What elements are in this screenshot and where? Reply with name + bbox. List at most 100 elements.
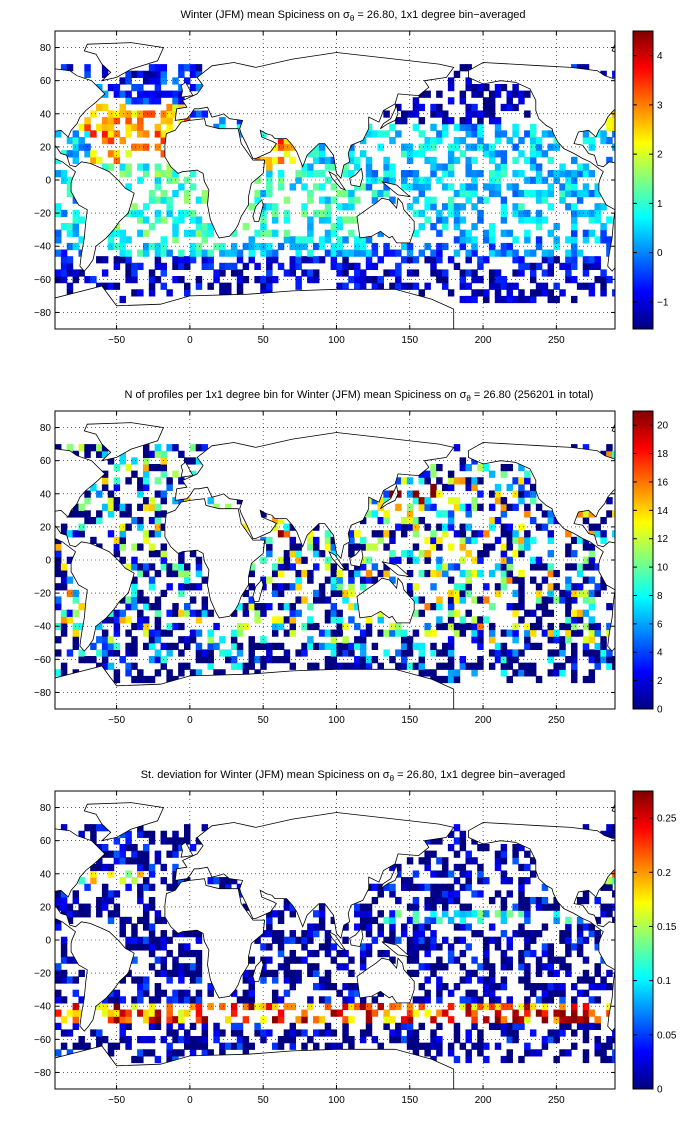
- data-cell: [430, 850, 437, 858]
- data-cell: [465, 550, 472, 558]
- data-cell: [377, 229, 384, 237]
- data-cell: [553, 596, 560, 604]
- data-cell: [348, 583, 355, 591]
- data-cell: [189, 1036, 197, 1044]
- data-cell: [107, 136, 115, 145]
- data-cell: [195, 969, 203, 978]
- data-cell: [377, 530, 384, 538]
- data-cell: [535, 236, 543, 244]
- data-cell: [195, 249, 203, 257]
- data-cell: [582, 516, 590, 525]
- data-cell: [524, 877, 531, 885]
- data-cell: [137, 830, 144, 838]
- data-cell: [500, 576, 508, 584]
- data-cell: [430, 963, 437, 971]
- data-cell: [395, 910, 402, 918]
- data-cell: [594, 1042, 601, 1050]
- data-cell: [330, 1042, 338, 1050]
- data-cell: [459, 295, 467, 304]
- data-cell: [178, 930, 185, 938]
- data-cell: [336, 249, 343, 257]
- data-cell: [137, 123, 144, 131]
- data-cell: [137, 622, 144, 631]
- data-cell: [55, 996, 62, 1004]
- data-cell: [559, 196, 566, 204]
- data-cell: [131, 596, 138, 604]
- data-cell: [371, 936, 379, 944]
- data-cell: [84, 450, 91, 458]
- data-cell: [383, 1009, 390, 1017]
- data-cell: [377, 662, 384, 670]
- data-cell: [154, 242, 162, 251]
- data-cell: [395, 477, 402, 485]
- data-cell: [371, 576, 379, 584]
- data-cell: [418, 189, 426, 198]
- data-cell: [354, 656, 361, 664]
- data-cell: [483, 236, 490, 244]
- data-cell: [142, 903, 150, 911]
- data-cell: [471, 143, 478, 151]
- data-cell: [371, 1036, 379, 1044]
- data-cell: [477, 130, 484, 138]
- data-cell: [324, 1022, 332, 1030]
- data-cell: [137, 97, 144, 105]
- data-cell: [289, 629, 297, 637]
- data-cell: [442, 910, 449, 918]
- data-cell: [154, 656, 162, 664]
- data-cell: [55, 916, 62, 925]
- data-cell: [137, 857, 144, 865]
- data-cell: [172, 609, 179, 617]
- data-cell: [365, 1002, 373, 1011]
- data-cell: [277, 1009, 285, 1017]
- data-cell: [541, 883, 549, 891]
- data-cell: [571, 642, 578, 650]
- data-cell: [418, 656, 426, 664]
- data-cell: [524, 236, 531, 244]
- data-cell: [330, 916, 338, 925]
- data-cell: [201, 609, 209, 617]
- data-cell: [354, 276, 361, 284]
- data-cell: [307, 269, 314, 277]
- data-cell: [365, 510, 373, 518]
- data-cell: [142, 1009, 150, 1017]
- data-cell: [101, 444, 109, 452]
- data-cell: [242, 969, 250, 978]
- data-cell: [236, 256, 244, 264]
- x-tick-label: 50: [258, 1095, 270, 1106]
- data-cell: [459, 276, 467, 284]
- data-cell: [295, 969, 302, 978]
- data-cell: [588, 983, 596, 991]
- data-cell: [447, 675, 455, 684]
- data-cell: [389, 530, 396, 538]
- data-cell: [606, 662, 613, 670]
- data-cell: [336, 569, 343, 578]
- data-cell: [125, 969, 132, 978]
- data-cell: [389, 622, 396, 631]
- data-cell: [582, 976, 590, 984]
- data-cell: [565, 262, 572, 270]
- data-cell: [119, 1016, 126, 1024]
- data-cell: [137, 616, 144, 624]
- data-cell: [506, 569, 513, 578]
- data-cell: [342, 963, 349, 971]
- data-cell: [148, 516, 156, 525]
- data-cell: [565, 622, 572, 631]
- data-cell: [459, 97, 467, 105]
- data-cell: [137, 563, 144, 571]
- data-cell: [471, 956, 478, 964]
- data-cell: [137, 996, 144, 1004]
- data-cell: [318, 183, 326, 191]
- data-cell: [547, 636, 555, 644]
- data-cell: [594, 1022, 601, 1030]
- data-cell: [154, 669, 162, 677]
- data-cell: [178, 662, 185, 670]
- data-cell: [336, 642, 343, 650]
- data-cell: [395, 649, 402, 657]
- data-cell: [465, 117, 472, 125]
- data-cell: [547, 989, 555, 997]
- data-cell: [90, 483, 97, 492]
- data-cell: [582, 675, 590, 684]
- data-cell: [418, 223, 426, 231]
- data-cell: [465, 477, 472, 485]
- data-cell: [612, 1049, 615, 1057]
